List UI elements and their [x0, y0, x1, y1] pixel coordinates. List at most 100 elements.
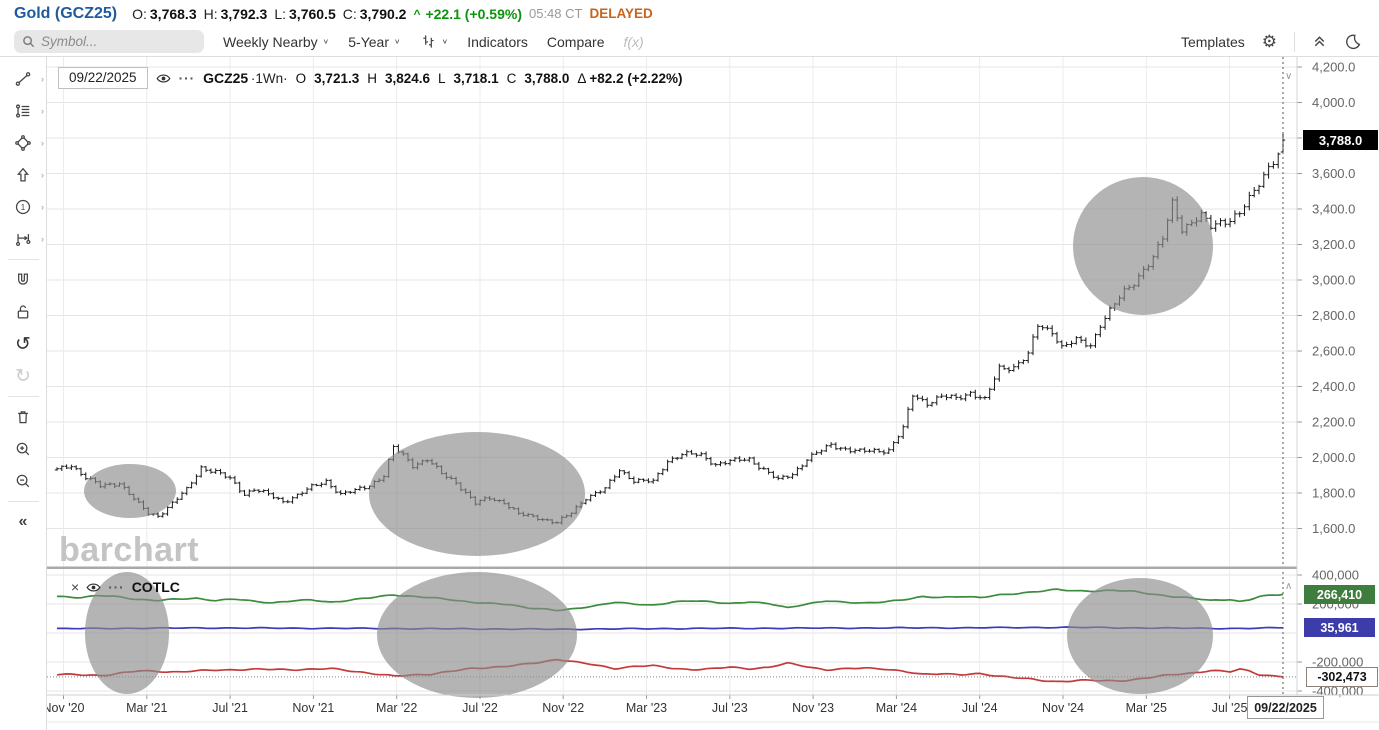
svg-text:1: 1 — [21, 203, 26, 212]
tool-expander-icon[interactable]: › — [41, 233, 44, 244]
svg-text:400,000: 400,000 — [1312, 568, 1359, 583]
rail-divider — [7, 396, 39, 397]
zoom-in-button[interactable] — [0, 433, 46, 465]
redo-button: ↻ — [0, 360, 46, 392]
tool-expander-icon[interactable]: › — [41, 201, 44, 212]
svg-text:2,800.0: 2,800.0 — [1312, 308, 1355, 323]
main-panel-collapse-icon[interactable]: ∨ — [1285, 71, 1293, 82]
fx-button[interactable]: f(x) — [623, 33, 644, 50]
legend-close-label: C — [506, 70, 517, 86]
svg-text:1,600.0: 1,600.0 — [1312, 521, 1355, 536]
symbol-search-input[interactable]: Symbol... — [14, 30, 204, 53]
legend-high-value: 3,824.6 — [384, 70, 431, 86]
undo-button[interactable]: ↺ — [0, 328, 46, 360]
svg-text:3,200.0: 3,200.0 — [1312, 237, 1355, 252]
svg-text:Nov '24: Nov '24 — [1042, 701, 1084, 715]
change-value: +22.1 (+0.59%) — [425, 5, 522, 22]
rail-divider — [7, 259, 39, 260]
fibonacci-tool[interactable]: › — [0, 95, 46, 127]
cot-panel-collapse-icon[interactable]: ∧ — [1285, 581, 1293, 592]
unlock-tool[interactable] — [0, 296, 46, 328]
delete-drawings-button[interactable] — [0, 401, 46, 433]
collapse-rail-button[interactable]: « — [0, 506, 46, 538]
measure-tool[interactable]: › — [0, 223, 46, 255]
ohlc-bar-type-icon — [422, 35, 434, 48]
chevron-down-icon: ∨ — [322, 37, 330, 46]
low-label: L: — [274, 5, 287, 22]
indicators-button[interactable]: Indicators — [467, 34, 528, 50]
legend-low-value: 3,718.1 — [453, 70, 499, 86]
remove-study-icon[interactable]: × — [71, 579, 80, 595]
trash-icon — [18, 411, 28, 424]
tool-expander-icon[interactable]: › — [41, 137, 44, 148]
magnet-icon — [18, 273, 28, 285]
svg-text:2,000.0: 2,000.0 — [1312, 450, 1355, 465]
cot-commercial-value-label: -302,473 — [1306, 667, 1378, 687]
annotation-ellipse[interactable] — [1073, 177, 1213, 315]
annotation-ellipse[interactable] — [1067, 578, 1213, 694]
compare-button[interactable]: Compare — [547, 34, 605, 50]
panel-divider[interactable] — [47, 566, 1297, 570]
measure-icon — [15, 234, 31, 247]
cot-line-0 — [56, 588, 1284, 612]
symbol-search-placeholder: Symbol... — [41, 34, 98, 49]
fibonacci-icon — [15, 104, 30, 118]
svg-text:Jul '24: Jul '24 — [962, 701, 998, 715]
svg-text:4,200.0: 4,200.0 — [1312, 60, 1355, 75]
cursor-date-label: 09/22/2025 — [1247, 696, 1324, 719]
search-icon — [23, 36, 35, 48]
collapse-left-icon: « — [18, 513, 28, 530]
study-options-icon[interactable]: ··· — [108, 579, 125, 595]
dark-mode-moon-icon[interactable] — [1344, 33, 1361, 50]
rail-divider — [7, 501, 39, 502]
tool-expander-icon[interactable]: › — [41, 169, 44, 180]
svg-text:Nov '21: Nov '21 — [292, 701, 334, 715]
open-value: 3,768.3 — [149, 5, 197, 22]
svg-text:Mar '21: Mar '21 — [126, 701, 167, 715]
tool-expander-icon[interactable]: › — [41, 73, 44, 84]
open-label: O: — [132, 5, 147, 22]
bar-type-dropdown[interactable]: ∨ — [420, 34, 448, 49]
close-value: 3,790.2 — [359, 5, 407, 22]
tool-expander-icon[interactable]: › — [41, 105, 44, 116]
legend-delta-value: +82.2 (+2.22%) — [589, 70, 683, 86]
indicators-label: Indicators — [467, 33, 528, 50]
symbol-title[interactable]: Gold (GCZ25) — [14, 4, 118, 22]
shapes-tool[interactable]: › — [0, 127, 46, 159]
eye-icon[interactable] — [156, 73, 171, 84]
collapse-chart-icon[interactable] — [1312, 34, 1327, 49]
annotation-ellipse[interactable] — [84, 464, 176, 518]
chart-toolbar: Symbol... Weekly Nearby ∨ 5-Year ∨ ∨ Ind… — [0, 27, 1379, 57]
annotation-ellipse[interactable] — [85, 572, 169, 694]
svg-text:Jul '25: Jul '25 — [1212, 701, 1248, 715]
legend-open-value: 3,721.3 — [314, 70, 360, 86]
svg-text:2,400.0: 2,400.0 — [1312, 379, 1355, 394]
up-arrow-icon: ^ — [413, 6, 421, 21]
eye-icon[interactable] — [86, 582, 101, 593]
zoom-out-button[interactable] — [0, 465, 46, 497]
svg-text:3,600.0: 3,600.0 — [1312, 166, 1355, 181]
templates-button[interactable]: Templates — [1181, 34, 1245, 50]
settings-gear-icon[interactable]: ⚙ — [1261, 32, 1277, 51]
trendline-tool[interactable]: › — [0, 63, 46, 95]
arrow-tool[interactable]: › — [0, 159, 46, 191]
number-annotation-tool[interactable]: 1 › — [0, 191, 46, 223]
legend-options-icon[interactable]: ··· — [178, 70, 196, 86]
range-dropdown[interactable]: 5-Year ∨ — [348, 34, 400, 50]
zoom-out-icon — [16, 474, 30, 488]
svg-text:Nov '22: Nov '22 — [542, 701, 584, 715]
annotation-ellipse[interactable] — [377, 572, 577, 698]
cot-small-trader-value-label: 35,961 — [1304, 618, 1375, 637]
svg-text:Mar '23: Mar '23 — [626, 701, 667, 715]
toolbar-divider — [1294, 31, 1295, 52]
legend-close-value: 3,788.0 — [524, 70, 570, 86]
watermark: barchart — [59, 531, 199, 569]
frequency-dropdown[interactable]: Weekly Nearby ∨ — [223, 34, 329, 50]
gridlines — [47, 57, 1297, 695]
x-axis-labels: Nov '20 Mar '21 Jul '21 Nov '21 Mar '22 Jul '… — [43, 695, 1248, 715]
magnet-tool[interactable] — [0, 264, 46, 296]
legend-symbol[interactable]: GCZ25 — [203, 70, 249, 86]
annotation-ellipse[interactable] — [369, 432, 585, 556]
svg-text:2,200.0: 2,200.0 — [1312, 415, 1355, 430]
